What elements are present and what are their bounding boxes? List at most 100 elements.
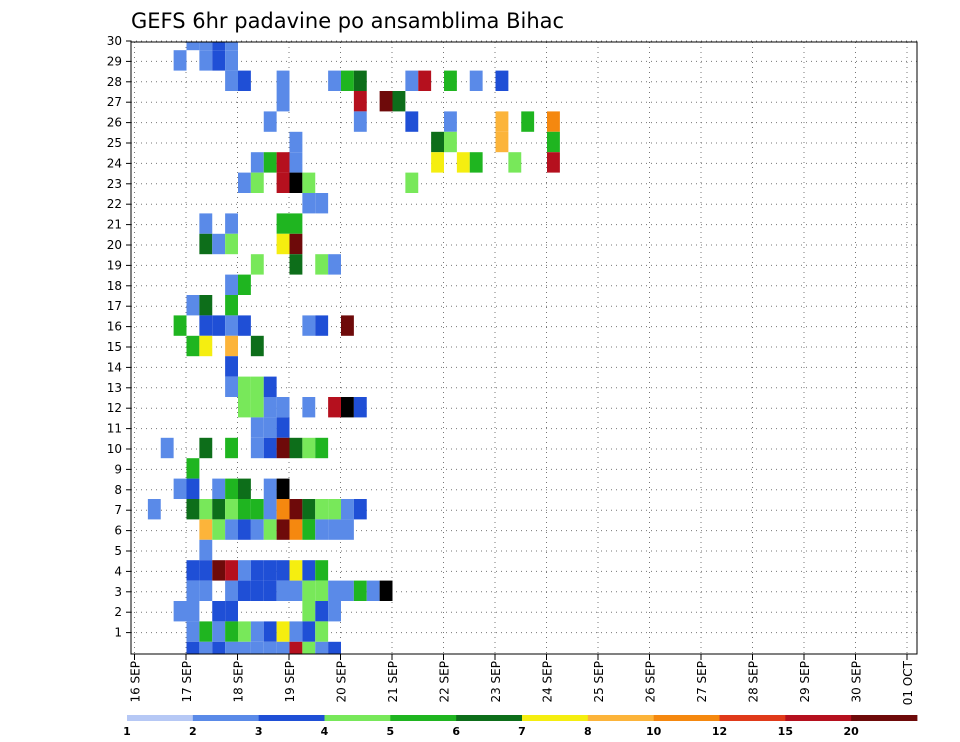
colorbar-label: 4 bbox=[321, 725, 329, 738]
heatmap-cell bbox=[250, 335, 264, 357]
y-tick-label: 1 bbox=[114, 626, 122, 640]
heatmap-cell bbox=[456, 152, 470, 173]
heatmap-cell bbox=[186, 295, 200, 316]
x-tick-label: 18 SEP bbox=[232, 661, 246, 703]
heatmap-cell bbox=[276, 233, 290, 255]
y-tick-label: 26 bbox=[107, 116, 122, 130]
heatmap-cell bbox=[276, 437, 290, 459]
colorbar-swatch bbox=[456, 715, 523, 721]
y-tick-label: 20 bbox=[107, 238, 122, 252]
y-tick-label: 2 bbox=[114, 605, 122, 619]
y-tick-label: 8 bbox=[114, 483, 122, 497]
x-tick-label: 16 SEP bbox=[129, 661, 143, 703]
y-tick-label: 18 bbox=[107, 279, 122, 293]
heatmap-cell bbox=[199, 315, 213, 336]
heatmap-cell bbox=[225, 478, 238, 499]
heatmap-cell bbox=[238, 70, 251, 91]
y-tick-label: 12 bbox=[107, 401, 122, 415]
heatmap-cell bbox=[199, 213, 213, 234]
colorbar-label: 6 bbox=[452, 725, 460, 738]
y-tick-label: 23 bbox=[107, 177, 122, 191]
grid-lines bbox=[131, 40, 917, 654]
heatmap-cell bbox=[341, 315, 354, 336]
heatmap-cell bbox=[276, 560, 290, 581]
heatmap-cell bbox=[431, 152, 444, 173]
heatmap-cell bbox=[186, 458, 200, 479]
x-tick-label: 28 SEP bbox=[747, 661, 761, 703]
heatmap-cell bbox=[186, 601, 200, 622]
heatmap-cell bbox=[225, 213, 238, 234]
heatmap-cell bbox=[263, 580, 277, 601]
heatmap-cell bbox=[250, 152, 264, 173]
heatmap-cell bbox=[547, 111, 560, 132]
heatmap-cell bbox=[353, 91, 367, 112]
heatmap-cell bbox=[199, 560, 213, 581]
heatmap-cell bbox=[302, 621, 316, 642]
heatmap-cell bbox=[250, 621, 264, 642]
heatmap-cell bbox=[289, 560, 303, 581]
heatmap-cell bbox=[186, 580, 200, 601]
heatmap-cell bbox=[212, 519, 226, 540]
heatmap-cell bbox=[328, 580, 341, 601]
colorbar-label: 10 bbox=[646, 725, 662, 738]
heatmap-cell bbox=[238, 315, 251, 336]
heatmap-cell bbox=[186, 478, 200, 499]
heatmap-cell bbox=[212, 315, 226, 336]
heatmap-cell bbox=[328, 601, 341, 622]
heatmap-cell bbox=[469, 152, 483, 173]
heatmap-cell bbox=[276, 397, 290, 418]
heatmap-cell bbox=[263, 560, 277, 581]
x-tick-label: 01 OCT bbox=[901, 660, 915, 705]
heatmap-cell bbox=[405, 111, 419, 132]
heatmap-cell bbox=[225, 315, 238, 336]
heatmap-cell bbox=[315, 641, 329, 654]
colorbar-label: 7 bbox=[518, 725, 526, 738]
heatmap-cell bbox=[199, 499, 213, 520]
colorbar-label: 5 bbox=[387, 725, 395, 738]
heatmap-cell bbox=[353, 499, 367, 520]
heatmap-cell bbox=[173, 315, 187, 336]
heatmap-cell bbox=[186, 621, 200, 642]
heatmap-cell bbox=[328, 397, 341, 418]
heatmap-cell bbox=[250, 641, 264, 654]
heatmap-cell bbox=[276, 172, 290, 193]
heatmap-cell bbox=[315, 601, 329, 622]
heatmap-cell bbox=[328, 641, 341, 654]
y-tick-label: 19 bbox=[107, 258, 122, 272]
heatmap-cell bbox=[263, 499, 277, 520]
heatmap-cell bbox=[353, 397, 367, 418]
heatmap-cell bbox=[276, 213, 290, 234]
heatmap-cell bbox=[212, 50, 226, 71]
heatmap-cell bbox=[276, 417, 290, 438]
heatmap-cell bbox=[186, 335, 200, 357]
heatmap-cell bbox=[469, 70, 483, 91]
heatmap-cell bbox=[341, 519, 354, 540]
heatmap-cell bbox=[212, 560, 226, 581]
heatmap-cell bbox=[199, 539, 213, 561]
x-tick-label: 22 SEP bbox=[438, 661, 452, 703]
heatmap-cell bbox=[199, 519, 213, 540]
heatmap-cell bbox=[289, 233, 303, 255]
colorbar-swatch bbox=[587, 715, 655, 721]
heatmap-cell bbox=[225, 233, 238, 255]
heatmap-cell bbox=[289, 519, 303, 540]
heatmap-cell bbox=[341, 70, 354, 91]
heatmap-cell bbox=[405, 172, 419, 193]
heatmap-cell bbox=[315, 560, 329, 581]
heatmap-cell bbox=[238, 560, 251, 581]
y-tick-label: 29 bbox=[107, 54, 122, 68]
heatmap-cell bbox=[302, 315, 316, 336]
heatmap-cell bbox=[289, 254, 303, 275]
heatmap-cell bbox=[263, 437, 277, 459]
heatmap-cell bbox=[225, 295, 238, 316]
chart-title: GEFS 6hr padavine po ansamblima Bihac bbox=[131, 9, 564, 33]
heatmap-cell bbox=[238, 621, 251, 642]
y-tick-label: 17 bbox=[107, 299, 122, 313]
heatmap-cell bbox=[328, 254, 341, 275]
heatmap-cell bbox=[289, 641, 303, 654]
heatmap-cell bbox=[418, 70, 432, 91]
heatmap-cell bbox=[366, 580, 380, 601]
heatmap-cell bbox=[238, 172, 251, 193]
heatmap-cell bbox=[431, 131, 444, 153]
heatmap-cell bbox=[289, 580, 303, 601]
